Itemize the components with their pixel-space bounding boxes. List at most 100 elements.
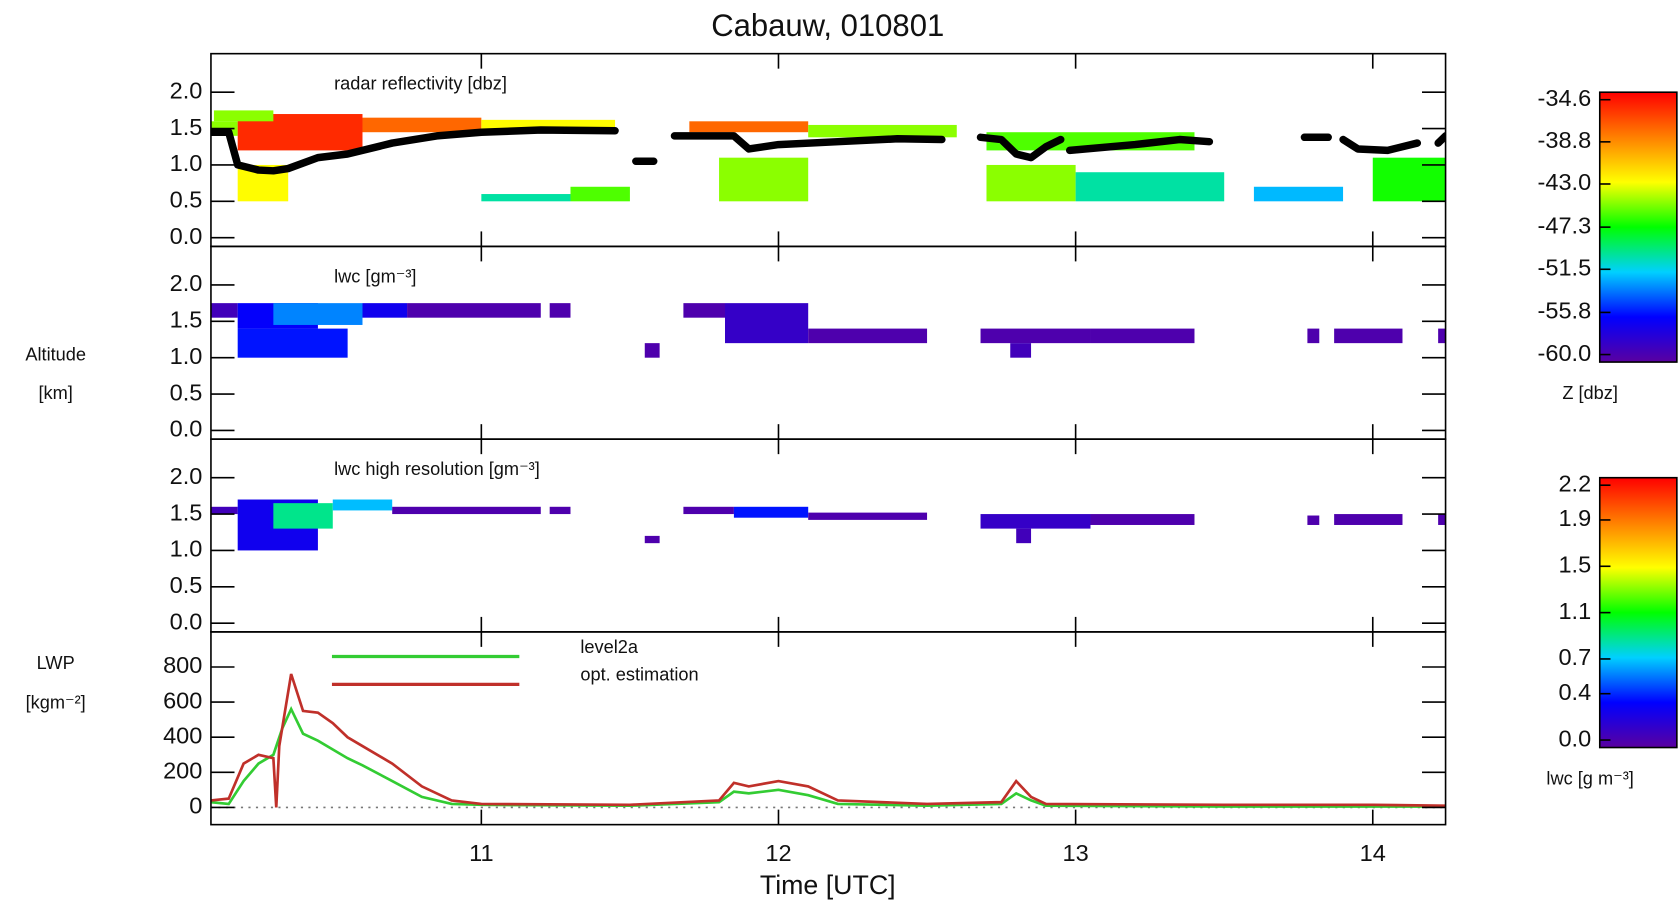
y-tick-label: 0.5 (170, 187, 203, 213)
panel-label: lwc [gm⁻³] (334, 266, 416, 286)
heatmap-cell (549, 506, 571, 515)
y-tick-label: 1.0 (170, 150, 203, 176)
colorbar-label: Z [dbz] (1562, 383, 1618, 403)
heatmap-cell (1334, 328, 1403, 344)
heatmap-cell (1253, 186, 1344, 202)
heatmap-cell (725, 303, 809, 344)
heatmap-cell (570, 186, 630, 202)
heatmap-cell (683, 506, 734, 515)
heatmap-cell (808, 124, 957, 138)
heatmap-cell (1090, 328, 1195, 344)
legend-label: opt. estimation (580, 665, 698, 685)
colorbar-tick-label: 2.2 (1558, 470, 1591, 496)
colorbar-tick-label: -51.5 (1538, 254, 1592, 280)
y-tick-label: 800 (163, 652, 202, 678)
colorbar-tick-label: -43.0 (1538, 169, 1592, 195)
heatmap-cell (808, 328, 928, 344)
heatmap-cell (362, 303, 408, 318)
y-tick-label: 0.5 (170, 572, 203, 598)
heatmap-cell (1090, 514, 1195, 525)
panel-label: lwc high resolution [gm⁻³] (334, 459, 540, 479)
y-axis-label: LWP (37, 653, 75, 673)
y-tick-label: 2.0 (170, 463, 203, 489)
heatmap-cell (689, 121, 809, 133)
series-line (210, 673, 1446, 808)
colorbar-tick-label: 1.5 (1558, 552, 1591, 578)
cloud-base-line (210, 126, 1446, 175)
x-axis-label: Time [UTC] (760, 870, 896, 900)
y-tick-label: 0.0 (170, 416, 203, 442)
heatmap-cell (549, 303, 571, 318)
y-tick-label: 1.5 (170, 114, 203, 140)
heatmap-cell (1010, 343, 1032, 358)
heatmap-cell (481, 119, 616, 129)
heatmap-cell (392, 506, 541, 515)
heatmap-cell (1307, 515, 1320, 525)
colorbar-tick-label: -34.6 (1538, 85, 1592, 111)
colorbar-tick-label: 1.9 (1558, 505, 1591, 531)
y-axis-label: Altitude (25, 344, 86, 364)
colorbar-tick-label: -38.8 (1538, 127, 1592, 153)
heatmap-cell (808, 512, 928, 520)
heatmap-cell (407, 303, 541, 318)
colorbar-label: lwc [g m⁻³] (1546, 768, 1633, 788)
y-tick-label: 0.0 (170, 608, 203, 634)
heatmap-cell (210, 303, 238, 318)
heatmap-cell (210, 506, 238, 515)
heatmap-cell (237, 328, 348, 358)
panel-frame (210, 631, 1447, 826)
heatmap-cell (683, 303, 726, 318)
x-tick-label: 12 (765, 840, 791, 866)
y-tick-label: 0.0 (170, 223, 203, 249)
y-axis-label: [km] (39, 383, 73, 403)
y-tick-label: 1.5 (170, 499, 203, 525)
heatmap-cell (273, 503, 333, 529)
colorbar-tick-label: 1.1 (1558, 598, 1591, 624)
y-tick-label: 400 (163, 722, 202, 748)
figure-title: Cabauw, 010801 (711, 8, 944, 43)
y-tick-label: 200 (163, 758, 202, 784)
heatmap-cell (273, 303, 363, 325)
heatmap-cell (986, 164, 1076, 202)
colorbar-tick-label: 0.7 (1558, 644, 1591, 670)
heatmap-cell (644, 535, 660, 544)
heatmap-cell (1075, 172, 1225, 202)
heatmap-cell (481, 194, 571, 202)
y-axis-label: [kgm⁻²] (26, 692, 86, 712)
y-tick-label: 0.5 (170, 379, 203, 405)
y-tick-label: 2.0 (170, 270, 203, 296)
series-line (210, 705, 1446, 808)
heatmap-cell (719, 157, 809, 202)
colorbar (1598, 91, 1678, 363)
panel-label: radar reflectivity [dbz] (334, 74, 507, 94)
y-tick-label: 1.0 (170, 343, 203, 369)
colorbar-tick-label: 0.0 (1558, 725, 1591, 751)
heatmap-cell (332, 499, 393, 511)
heatmap-cell (1334, 514, 1403, 525)
y-tick-label: 0 (189, 793, 202, 819)
y-tick-label: 1.0 (170, 536, 203, 562)
x-tick-label: 14 (1360, 840, 1386, 866)
colorbar (1598, 476, 1678, 749)
heatmap-cell (362, 117, 482, 133)
x-tick-label: 11 (469, 840, 493, 866)
y-tick-label: 600 (163, 687, 202, 713)
heatmap-cell (644, 343, 660, 358)
heatmap-cell (733, 506, 809, 518)
heatmap-cell (980, 514, 1091, 529)
x-tick-label: 13 (1063, 840, 1089, 866)
heatmap-cell (213, 110, 274, 122)
heatmap-cell (1016, 528, 1032, 544)
colorbar-tick-label: 0.4 (1558, 679, 1591, 705)
y-tick-label: 1.5 (170, 307, 203, 333)
colorbar-tick-label: -47.3 (1538, 212, 1592, 238)
heatmap-cell (980, 328, 1091, 344)
heatmap-cell (1438, 328, 1446, 344)
colorbar-tick-label: -60.0 (1538, 340, 1592, 366)
heatmap-cell (1307, 328, 1320, 344)
legend-label: level2a (580, 637, 639, 657)
heatmap-cell (1438, 514, 1446, 525)
y-tick-label: 2.0 (170, 77, 203, 103)
colorbar-tick-label: -55.8 (1538, 298, 1592, 324)
